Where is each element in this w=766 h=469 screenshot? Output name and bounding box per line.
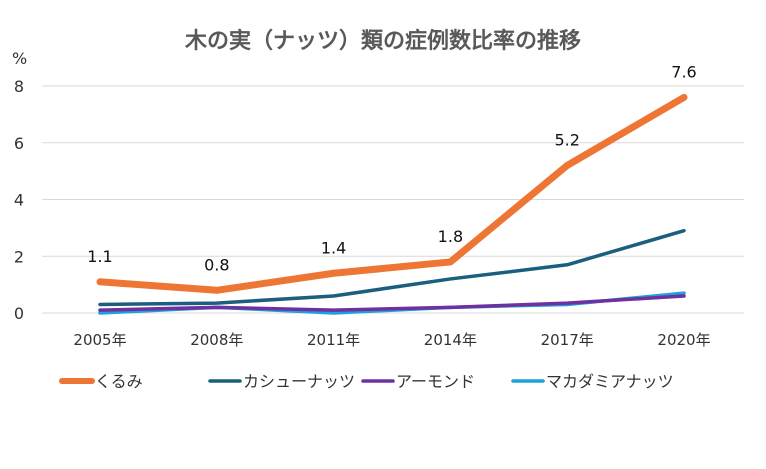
chart-title: 木の実（ナッツ）類の症例数比率の推移	[184, 28, 581, 54]
data-label: 0.8	[204, 255, 229, 274]
legend-label: マカダミアナッツ	[546, 372, 674, 391]
legend-label: くるみ	[95, 372, 143, 391]
series-line-1	[98, 228, 686, 307]
y-tick-label: 8	[14, 77, 24, 96]
series-line-2	[98, 294, 686, 312]
x-tick-label: 2020年	[657, 331, 710, 349]
x-tick-label: 2011年	[307, 331, 360, 349]
data-label: 5.2	[554, 130, 579, 149]
data-label: 1.8	[438, 227, 463, 246]
y-tick-label: 6	[14, 134, 24, 153]
data-label: 1.1	[87, 247, 112, 266]
x-tick-label: 2008年	[190, 331, 243, 349]
legend-label: アーモンド	[396, 372, 475, 391]
x-tick-label: 2005年	[73, 331, 126, 349]
series-line-0	[96, 93, 688, 294]
x-tick-label: 2017年	[541, 331, 594, 349]
y-tick-label: 0	[14, 304, 24, 323]
y-axis-unit: %	[12, 49, 27, 68]
y-tick-label: 4	[14, 191, 24, 210]
data-label: 1.4	[321, 238, 346, 257]
legend-label: カシューナッツ	[243, 372, 355, 391]
data-label: 7.6	[671, 62, 696, 81]
x-tick-label: 2014年	[424, 331, 477, 349]
y-tick-label: 2	[14, 247, 24, 266]
